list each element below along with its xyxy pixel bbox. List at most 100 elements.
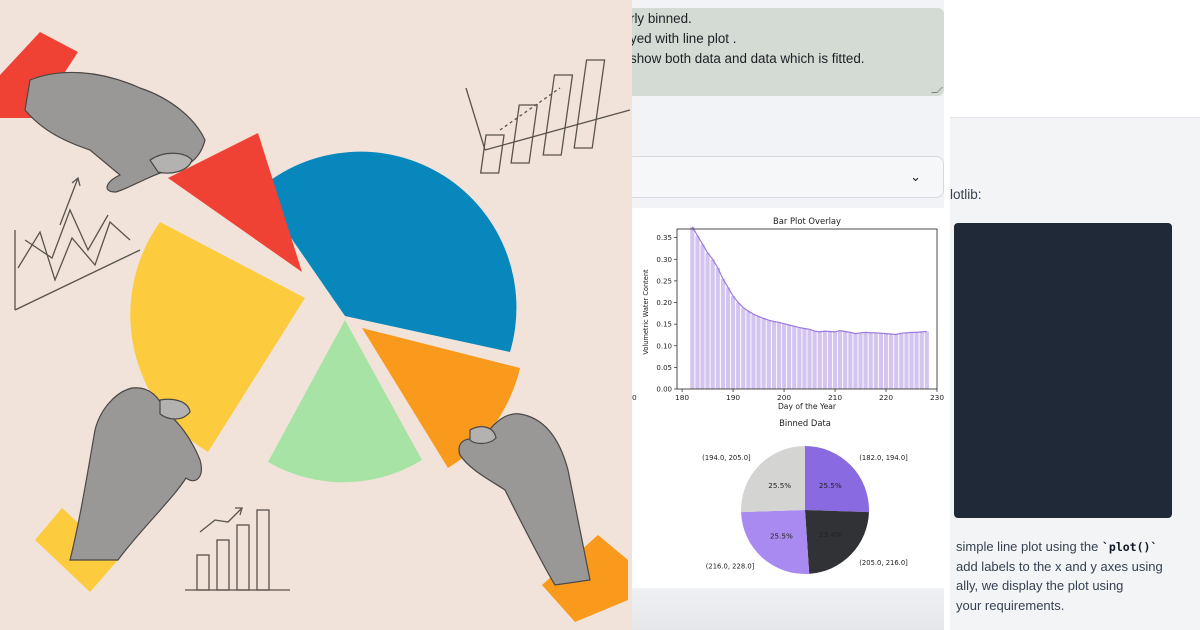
- bar: [863, 332, 869, 390]
- chat-response-panel: lotlib: simple line plot using the `plot…: [950, 0, 1200, 630]
- pie-collage-artwork: [0, 32, 631, 622]
- pie-slice: [805, 446, 869, 513]
- code-block: [954, 223, 1172, 518]
- pie-chart-slices: [741, 446, 869, 574]
- prompt-line: show both data and data which is fitted.: [632, 51, 865, 66]
- bar: [898, 333, 904, 390]
- pie-slice: [741, 446, 805, 513]
- select-dropdown[interactable]: ⌄: [632, 156, 944, 198]
- pie-value-label: 25.5%: [770, 532, 793, 541]
- bar: [781, 323, 787, 390]
- prompt-line: yed with line plot .: [632, 31, 737, 46]
- y-tick-label: 0.00: [656, 386, 672, 394]
- bar: [847, 332, 853, 390]
- bar: [694, 235, 700, 390]
- prompt-textarea[interactable]: rly binned. yed with line plot . show bo…: [632, 8, 944, 96]
- prev-figure-tick-fragment: 0: [632, 393, 637, 402]
- pie-category-label: (205.0, 216.0]: [859, 559, 908, 567]
- bar: [700, 243, 705, 390]
- pie-chart-labels: 25.5% (182.0, 194.0] 23.4% (205.0, 216.0] 25…: [702, 454, 908, 570]
- y-tick-label: 0.25: [656, 277, 672, 285]
- pie-category-label: (216.0, 228.0]: [706, 562, 755, 570]
- bar: [725, 287, 731, 390]
- bar: [883, 333, 889, 390]
- y-tick-label: 0.10: [656, 342, 672, 350]
- response-line-text: add labels to the x and y axes using: [956, 559, 1163, 574]
- bar: [842, 331, 848, 390]
- bar: [827, 331, 833, 390]
- bar: [766, 320, 772, 390]
- x-axis-label: Day of the Year: [778, 402, 837, 411]
- x-tick-label: 190: [726, 393, 740, 402]
- x-ticks: 180 190 200 210 220 230: [675, 389, 944, 402]
- response-line: add labels to the x and y axes using: [956, 559, 1163, 574]
- inline-code: `plot()`: [1101, 540, 1158, 554]
- chevron-down-icon[interactable]: ⌄: [910, 170, 921, 185]
- bar: [740, 307, 746, 390]
- sketch-bar-chart-bottom: [185, 507, 290, 591]
- bar: [705, 252, 710, 390]
- bar: [791, 326, 797, 390]
- y-ticks: 0.00 0.05 0.10 0.15 0.20 0.25 0.30 0.35: [656, 234, 677, 394]
- bar-chart-axes-frame: [676, 228, 938, 390]
- response-line-text: simple line plot using the: [956, 539, 1102, 554]
- bar: [873, 332, 879, 390]
- pie-slice: [805, 510, 869, 574]
- bar: [802, 328, 807, 390]
- bar: [761, 318, 767, 390]
- bar: [812, 330, 818, 390]
- sketch-bar-chart-top-right: [465, 59, 631, 174]
- bar: [837, 330, 843, 390]
- bar: [914, 332, 920, 390]
- fitted-line: [691, 226, 927, 336]
- bar: [893, 334, 899, 390]
- resize-handle[interactable]: [931, 87, 943, 93]
- plot-figure: Bar Plot Overlay 180 190 200 210 220 230 0.00…: [632, 216, 944, 574]
- bar: [689, 226, 695, 390]
- red-sleeve: [0, 32, 78, 118]
- hand-bottom-right: [458, 413, 591, 586]
- bar: [786, 324, 792, 390]
- pie-category-label: (194.0, 205.0]: [702, 454, 751, 462]
- bar: [868, 332, 874, 390]
- bar: [888, 333, 894, 390]
- response-line: your requirements.: [956, 598, 1064, 613]
- bar: [751, 314, 756, 390]
- pie-slice-yellow: [130, 222, 305, 452]
- bar: [878, 333, 884, 390]
- pie-category-label: (182.0, 194.0]: [859, 454, 908, 462]
- pie-slice-blue: [258, 151, 517, 352]
- bar: [904, 332, 909, 390]
- app-footer-strip: [632, 590, 950, 630]
- bar: [776, 322, 782, 390]
- response-line-text: ally, we display the plot using: [956, 578, 1124, 593]
- bar: [822, 330, 828, 390]
- bar: [796, 327, 802, 390]
- pie-chart-title: Binned Data: [779, 418, 831, 428]
- bar: [853, 333, 858, 390]
- y-axis-label: Volumetric Water Content: [642, 269, 650, 355]
- pie-value-label: 23.4%: [819, 530, 842, 539]
- x-tick-label: 200: [777, 393, 791, 402]
- response-body: lotlib: simple line plot using the `plot…: [950, 118, 1200, 630]
- plot-output: Bar Plot Overlay 180 190 200 210 220 230 0.00…: [632, 208, 950, 588]
- x-tick-label: 210: [828, 393, 842, 402]
- y-tick-label: 0.20: [656, 299, 672, 307]
- bar: [858, 332, 863, 390]
- x-tick-label: 230: [930, 393, 944, 402]
- response-line-text: your requirements.: [956, 598, 1065, 613]
- bar: [730, 295, 736, 390]
- hand-top-left: [24, 71, 206, 193]
- y-tick-label: 0.35: [656, 234, 672, 242]
- response-line: simple line plot using the `plot()`: [956, 539, 1157, 554]
- bar: [710, 259, 716, 390]
- pie-value-label: 25.5%: [768, 481, 791, 490]
- bar: [715, 267, 721, 390]
- bar: [832, 331, 838, 390]
- bar: [756, 316, 761, 390]
- hand-bottom-left: [69, 387, 202, 561]
- bar: [735, 302, 741, 390]
- bar: [771, 321, 777, 390]
- pie-value-label: 25.5%: [819, 481, 842, 490]
- y-tick-label: 0.30: [656, 256, 672, 264]
